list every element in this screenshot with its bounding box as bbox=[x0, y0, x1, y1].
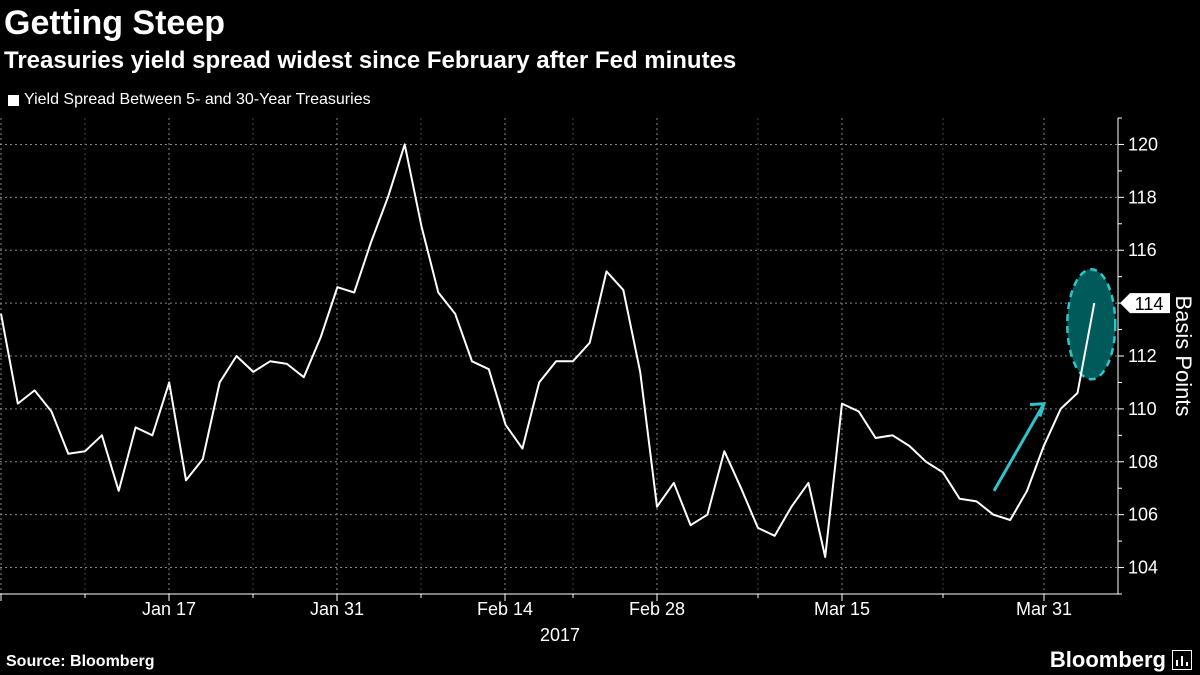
legend: Yield Spread Between 5- and 30-Year Trea… bbox=[8, 91, 371, 109]
y-tick-label: 108 bbox=[1128, 452, 1158, 472]
y-tick-label: 118 bbox=[1128, 187, 1157, 207]
x-tick-label: Jan 17 bbox=[142, 599, 196, 619]
y-tick-label: 106 bbox=[1128, 505, 1158, 525]
y-axis-title: Basis Points bbox=[1171, 295, 1196, 416]
chart-title: Getting Steep bbox=[4, 4, 226, 42]
x-tick-label: Jan 31 bbox=[310, 599, 364, 619]
brand-logo: Bloomberg bbox=[1050, 647, 1192, 673]
last-value-flag bbox=[1120, 293, 1170, 314]
x-tick-label: Feb 28 bbox=[629, 599, 685, 619]
grid bbox=[0, 118, 1118, 594]
trend-arrow-shaft bbox=[992, 402, 1046, 492]
trend-arrow-head bbox=[1029, 401, 1047, 418]
brand-name: Bloomberg bbox=[1049, 647, 1166, 672]
bloomberg-mark-icon bbox=[1172, 650, 1192, 670]
series-layer bbox=[0, 143, 1096, 558]
legend-swatch bbox=[8, 94, 19, 106]
y-tick-label: 104 bbox=[1128, 558, 1158, 578]
y-tick-label: 120 bbox=[1128, 134, 1158, 154]
x-tick-label: Mar 15 bbox=[814, 599, 870, 619]
chart-subtitle: Treasuries yield spread widest since Feb… bbox=[4, 47, 737, 74]
x-tick-label: Feb 14 bbox=[477, 599, 533, 619]
y-tick-label: 110 bbox=[1128, 399, 1157, 419]
x-tick-label: Mar 31 bbox=[1016, 599, 1072, 619]
source-note: Source: Bloomberg bbox=[6, 653, 155, 670]
tick-labels: 104 106 108 110 112 114 116 118 120 Jan 17 Jan 31 F… bbox=[142, 134, 1196, 645]
axes bbox=[0, 117, 1124, 601]
annotations bbox=[992, 268, 1117, 492]
legend-label: Yield Spread Between 5- and 30-Year Trea… bbox=[24, 91, 371, 108]
year-label: 2017 bbox=[540, 625, 580, 645]
y-tick-label: 112 bbox=[1128, 346, 1157, 366]
series-line bbox=[0, 143, 1096, 558]
y-tick-label: 116 bbox=[1128, 240, 1157, 260]
last-value-label: 114 bbox=[1135, 294, 1164, 314]
